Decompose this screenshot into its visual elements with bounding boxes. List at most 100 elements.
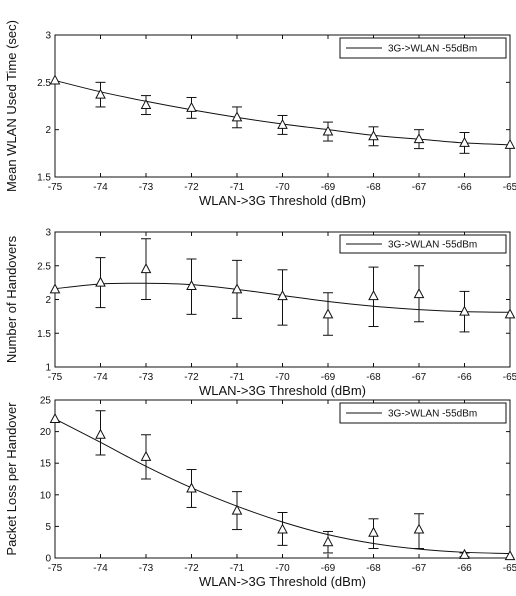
x-tick-label: -65 <box>503 182 516 193</box>
x-tick-label: -66 <box>457 563 472 574</box>
x-tick-label: -75 <box>48 182 63 193</box>
x-axis-label: WLAN->3G Threshold (dBm) <box>199 574 366 589</box>
data-point-marker <box>322 536 334 547</box>
y-tick-label: 2.5 <box>37 261 51 272</box>
x-tick-label: -74 <box>93 182 108 193</box>
y-tick-label: 1.5 <box>37 329 51 340</box>
x-tick-label: -70 <box>275 182 290 193</box>
data-point-marker <box>368 130 379 141</box>
y-axis-label: Number of Handovers <box>4 235 19 363</box>
plot-frame <box>54 34 511 178</box>
data-point-marker <box>504 550 516 561</box>
x-tick-label: -75 <box>48 563 63 574</box>
x-axis-label: WLAN->3G Threshold (dBm) <box>199 193 366 208</box>
legend-label: 3G->WLAN -55dBm <box>388 44 477 55</box>
data-point-marker <box>413 288 425 299</box>
x-tick-label: -68 <box>366 372 381 383</box>
y-tick-label: 25 <box>40 396 52 407</box>
y-tick-label: 2.5 <box>37 78 51 89</box>
y-tick-label: 15 <box>40 459 52 470</box>
y-tick-label: 3 <box>45 228 51 239</box>
y-tick-label: 0 <box>45 554 51 565</box>
legend-box <box>339 37 507 59</box>
x-tick-label: -72 <box>184 372 199 383</box>
data-point-marker <box>49 412 61 423</box>
data-point-marker <box>368 290 379 301</box>
x-tick-label: -70 <box>275 563 290 574</box>
y-axis-label: Mean WLAN Used Time (sec) <box>4 20 19 192</box>
x-tick-label: -73 <box>139 182 154 193</box>
y-tick-label: 20 <box>40 427 52 438</box>
y-tick-label: 2 <box>45 295 51 306</box>
data-point-marker <box>186 279 197 290</box>
legend: 3G->WLAN -55dBm <box>339 234 507 254</box>
chart-panel-2: -75 -74 -73 -72 -71 -70 -69 -68 -67 -66 -65 1 1.5 2 2.… <box>4 228 516 399</box>
data-point-marker <box>459 305 470 316</box>
chart-panel-3: -75 -74 -73 -72 -71 -70 -69 -68 -67 -66 -65 0 5 10 15 2… <box>4 396 516 590</box>
legend: 3G->WLAN -55dBm <box>339 402 507 424</box>
x-tick-label: -69 <box>321 372 336 383</box>
data-point-marker <box>186 482 197 493</box>
series-1 <box>49 74 516 154</box>
x-tick-label: -70 <box>275 372 290 383</box>
data-point-marker <box>277 523 288 534</box>
x-tick-label: -74 <box>93 563 108 574</box>
data-point-marker <box>459 548 470 559</box>
data-point-marker <box>504 138 516 149</box>
data-point-marker <box>277 118 288 129</box>
x-tick-label: -69 <box>321 563 336 574</box>
data-point-marker <box>231 504 243 515</box>
x-axis-label: WLAN->3G Threshold (dBm) <box>199 383 366 398</box>
x-tick-label: -67 <box>412 182 427 193</box>
data-point-marker <box>140 450 152 461</box>
x-tick-label: -68 <box>366 563 381 574</box>
data-point-marker <box>49 283 61 294</box>
legend-box <box>339 234 507 254</box>
legend-label: 3G->WLAN -55dBm <box>388 240 477 251</box>
x-tick-label: -66 <box>457 372 472 383</box>
legend-box <box>339 402 507 424</box>
x-tick-label: -73 <box>139 563 154 574</box>
data-point-marker <box>95 88 106 99</box>
y-tick-label: 2 <box>45 125 51 136</box>
y-tick-label: 5 <box>45 522 51 533</box>
data-point-marker <box>322 125 334 136</box>
y-tick-label: 1 <box>45 363 51 374</box>
x-tick-label: -69 <box>321 182 336 193</box>
x-tick-label: -71 <box>230 182 245 193</box>
data-point-marker <box>277 290 288 301</box>
chart-panel-1: -75 -74 -73 -72 -71 -70 -69 -68 -67 -66 -65 1.5 2 2.5… <box>4 20 516 208</box>
data-point-marker <box>322 308 334 319</box>
data-point-marker <box>140 263 152 274</box>
x-tick-label: -74 <box>93 372 108 383</box>
x-tick-label: -65 <box>503 563 516 574</box>
legend: 3G->WLAN -55dBm <box>339 37 507 59</box>
series-1 <box>49 238 516 336</box>
x-tick-label: -72 <box>184 182 199 193</box>
x-tick-label: -71 <box>230 563 245 574</box>
data-point-marker <box>95 276 106 287</box>
data-point-marker <box>95 428 106 439</box>
data-point-marker <box>140 98 152 110</box>
x-tick-label: -75 <box>48 372 63 383</box>
y-tick-label: 1.5 <box>37 173 51 184</box>
data-point-marker <box>504 308 516 319</box>
x-tick-label: -71 <box>230 372 245 383</box>
series-1 <box>49 410 516 561</box>
x-tick-label: -67 <box>412 372 427 383</box>
y-tick-label: 3 <box>45 31 51 42</box>
x-tick-label: -73 <box>139 372 154 383</box>
data-point-marker <box>186 101 197 112</box>
legend-label: 3G->WLAN -55dBm <box>388 409 477 420</box>
x-tick-label: -72 <box>184 563 199 574</box>
x-tick-label: -66 <box>457 182 472 193</box>
x-tick-label: -68 <box>366 182 381 193</box>
data-point-marker <box>413 133 425 144</box>
y-axis-label: Packet Loss per Handover <box>4 402 19 556</box>
data-point-marker <box>231 283 243 294</box>
x-tick-label: -65 <box>503 372 516 383</box>
data-point-marker <box>368 526 379 537</box>
data-point-marker <box>49 74 61 85</box>
data-point-marker <box>459 136 470 147</box>
data-point-marker <box>413 523 425 534</box>
